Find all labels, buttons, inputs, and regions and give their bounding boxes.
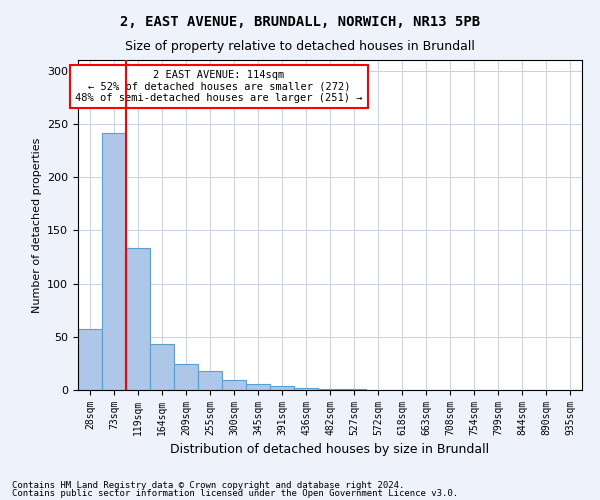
Bar — [174, 364, 198, 390]
Bar — [198, 371, 222, 390]
Bar — [78, 330, 102, 390]
Bar — [294, 388, 318, 390]
Bar — [126, 248, 150, 390]
Text: 2 EAST AVENUE: 114sqm
← 52% of detached houses are smaller (272)
48% of semi-det: 2 EAST AVENUE: 114sqm ← 52% of detached … — [76, 70, 363, 103]
X-axis label: Distribution of detached houses by size in Brundall: Distribution of detached houses by size … — [170, 444, 490, 456]
Y-axis label: Number of detached properties: Number of detached properties — [32, 138, 41, 312]
Bar — [150, 344, 174, 390]
Bar — [102, 134, 126, 390]
Text: Size of property relative to detached houses in Brundall: Size of property relative to detached ho… — [125, 40, 475, 53]
Bar — [342, 389, 366, 390]
Text: 2, EAST AVENUE, BRUNDALL, NORWICH, NR13 5PB: 2, EAST AVENUE, BRUNDALL, NORWICH, NR13 … — [120, 15, 480, 29]
Bar — [270, 386, 294, 390]
Text: Contains public sector information licensed under the Open Government Licence v3: Contains public sector information licen… — [12, 489, 458, 498]
Bar — [318, 389, 342, 390]
Text: Contains HM Land Registry data © Crown copyright and database right 2024.: Contains HM Land Registry data © Crown c… — [12, 480, 404, 490]
Bar — [246, 384, 270, 390]
Bar — [222, 380, 246, 390]
